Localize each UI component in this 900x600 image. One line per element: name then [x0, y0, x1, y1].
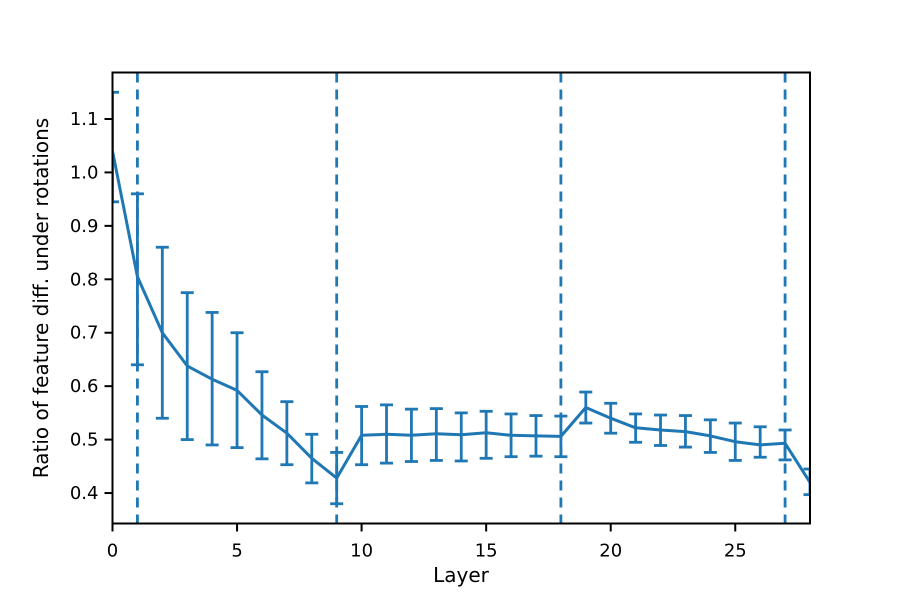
x-tick-label: 25	[724, 541, 747, 562]
data-line	[112, 150, 810, 484]
x-tick-label: 15	[475, 541, 498, 562]
y-tick-label: 1.0	[70, 162, 99, 183]
x-tick-label: 5	[231, 541, 242, 562]
y-tick-label: 0.9	[70, 216, 99, 237]
y-tick-label: 0.6	[70, 376, 99, 397]
x-axis-title: Layer	[433, 563, 490, 587]
y-tick-label: 1.1	[70, 109, 99, 130]
y-axis-title: Ratio of feature diff. under rotations	[29, 118, 53, 478]
y-tick-label: 0.4	[70, 483, 99, 504]
x-tick-label: 20	[599, 541, 622, 562]
plot-border	[111, 71, 811, 525]
y-tick-label: 0.8	[70, 269, 99, 290]
y-tick-label: 0.5	[70, 430, 99, 451]
y-tick-label: 0.7	[70, 323, 99, 344]
x-tick-label: 0	[107, 541, 118, 562]
x-tick-label: 10	[350, 541, 373, 562]
